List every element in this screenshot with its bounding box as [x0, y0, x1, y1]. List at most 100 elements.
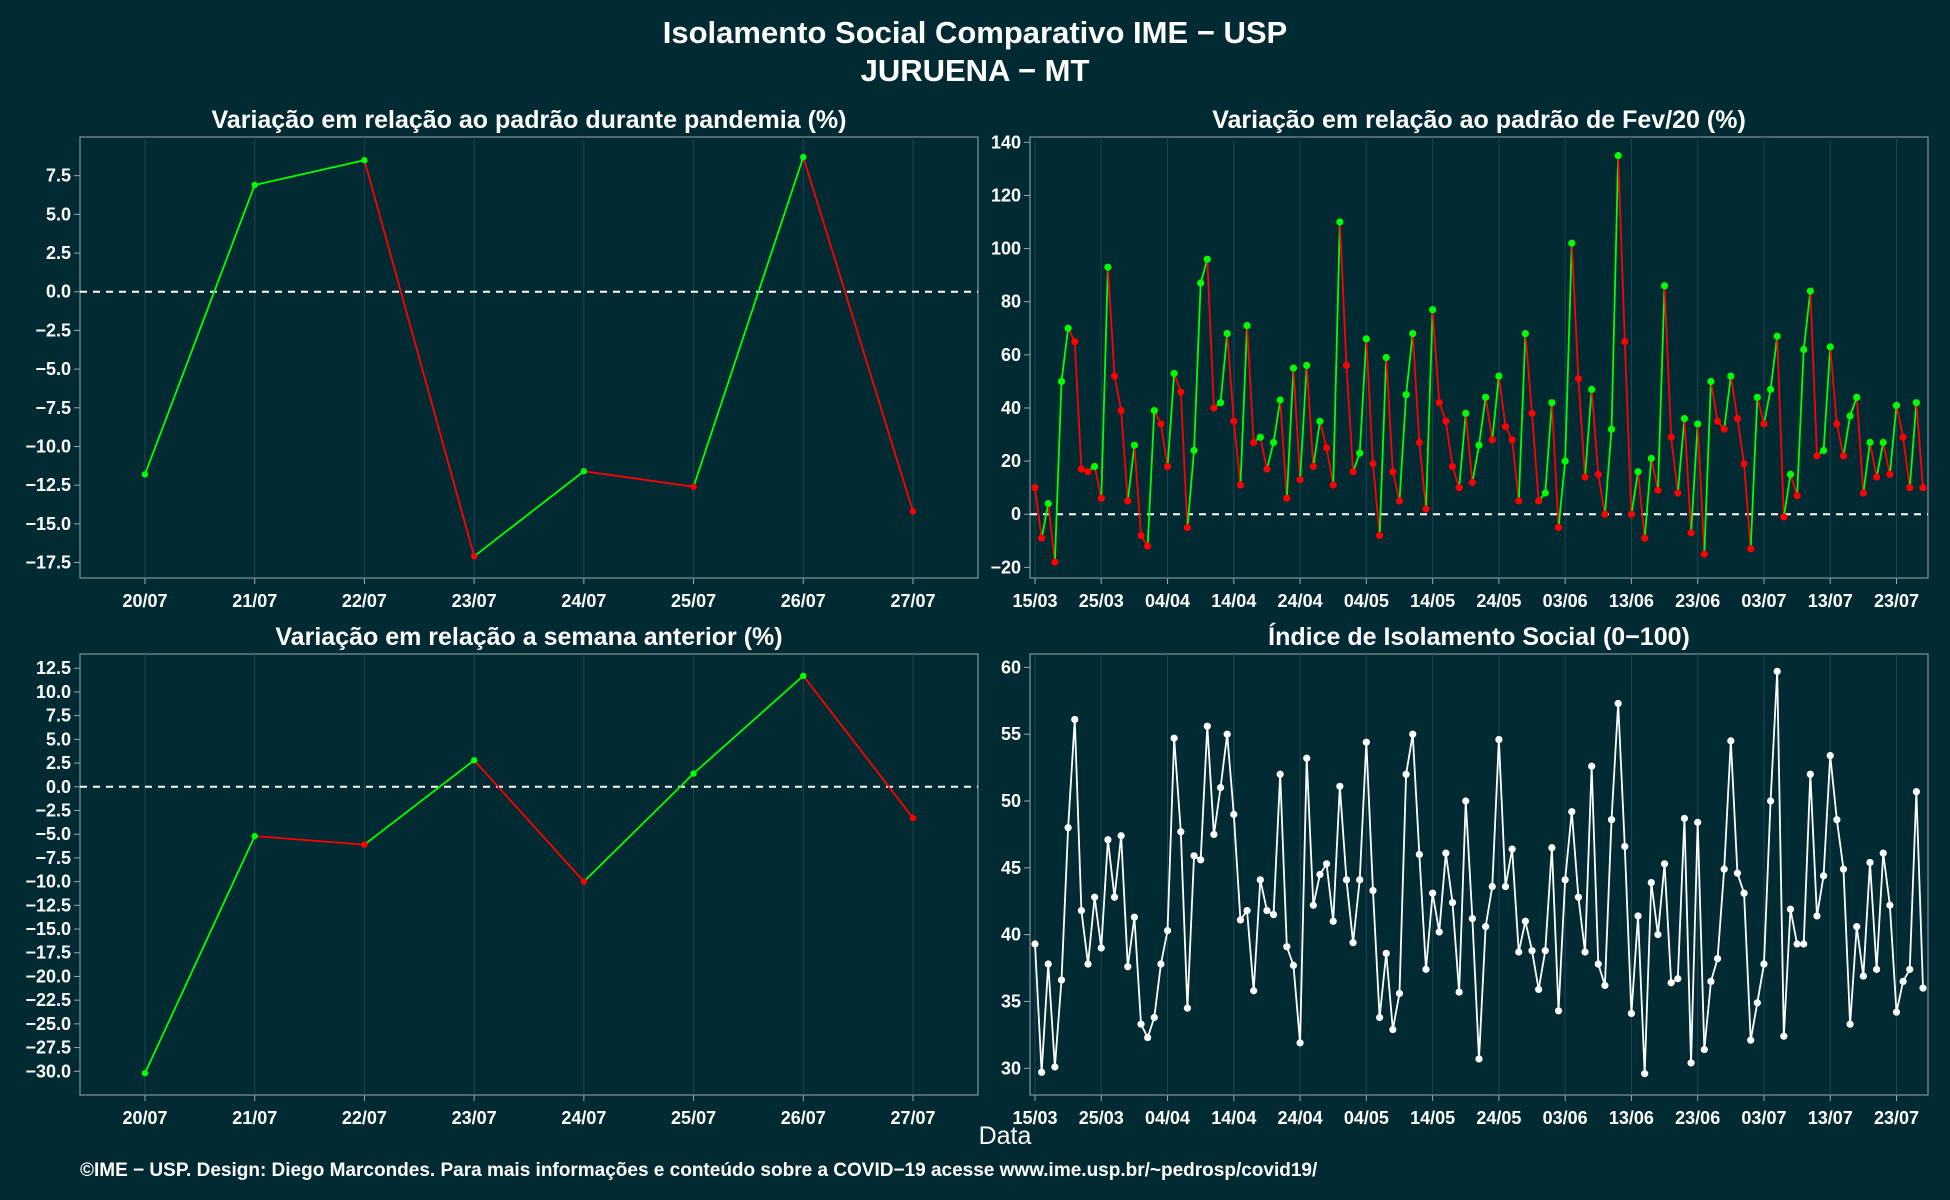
series-segment [1047, 503, 1056, 563]
series-segment [1683, 418, 1692, 533]
x-tick-label: 23/06 [1675, 1108, 1720, 1128]
data-point [1873, 965, 1881, 973]
data-point [1535, 497, 1543, 505]
y-tick-label: −25.0 [25, 1014, 71, 1034]
data-point [1594, 960, 1602, 968]
series-segment [1802, 774, 1812, 945]
data-point [1104, 836, 1112, 844]
series-segment [1040, 963, 1050, 1073]
data-point [1627, 510, 1636, 518]
series-segment [1537, 950, 1547, 990]
data-point [1422, 965, 1430, 973]
series-segment [1504, 848, 1514, 887]
series-segment [1113, 375, 1123, 411]
series-segment [1908, 791, 1918, 970]
data-point [690, 770, 697, 777]
data-point [1038, 534, 1046, 542]
series-segment [1782, 474, 1792, 518]
data-point [470, 553, 478, 560]
data-point [1773, 667, 1781, 675]
data-point [1826, 751, 1834, 760]
data-point [1554, 1007, 1563, 1015]
data-point [1614, 699, 1622, 708]
data-point [1482, 393, 1490, 401]
data-point [1899, 977, 1907, 986]
series-segment [1206, 726, 1215, 835]
data-point [1647, 878, 1655, 887]
series-segment [1849, 926, 1858, 1025]
series-segment [1179, 831, 1189, 1009]
x-tick-label: 14/04 [1211, 1108, 1256, 1128]
figure-title: Isolamento Social Comparativo IME − USP [663, 15, 1287, 50]
series-segment [1511, 439, 1520, 502]
data-point [1641, 1070, 1649, 1078]
x-tick-label: 03/06 [1543, 1108, 1588, 1128]
x-tick-label: 14/05 [1410, 591, 1455, 611]
series-segment [1875, 442, 1885, 478]
series-segment [1882, 853, 1891, 906]
data-point [1309, 901, 1317, 909]
y-tick-label: 140 [991, 132, 1021, 152]
data-point [1455, 484, 1463, 492]
series-segment [473, 470, 585, 558]
series-segment [1279, 774, 1288, 947]
series-segment [1729, 740, 1739, 874]
series-segment [1345, 365, 1354, 472]
data-point [1727, 372, 1735, 380]
data-point [1283, 943, 1291, 951]
series-segment [363, 159, 476, 557]
series-segment [1550, 847, 1560, 1011]
series-segment [1544, 847, 1553, 951]
series-segment [1829, 755, 1838, 820]
data-point [1316, 417, 1324, 425]
series-segment [1524, 921, 1533, 951]
series-segment [1232, 814, 1242, 920]
data-point [1753, 393, 1761, 401]
x-tick-label: 25/07 [671, 1108, 716, 1128]
series-segment [1570, 243, 1580, 379]
x-tick-label: 04/05 [1344, 591, 1389, 611]
data-point [1077, 906, 1085, 915]
series-segment [1411, 734, 1421, 855]
series-segment [1325, 863, 1335, 922]
y-tick-label: 80 [1001, 292, 1021, 312]
x-tick-label: 27/07 [890, 1108, 935, 1128]
y-tick-label: −20 [990, 557, 1021, 577]
figure-subtitle: JURUENA − MT [861, 53, 1090, 88]
series-segment [1338, 221, 1348, 366]
data-point [1395, 989, 1404, 998]
data-point [1276, 396, 1284, 404]
y-tick-label: 30 [1001, 1058, 1021, 1078]
data-point [1077, 465, 1085, 473]
y-tick-label: 5.0 [46, 729, 71, 749]
panel-4: Índice de Isolamento Social (0−100) 60 55 5… [1001, 622, 1929, 1128]
series-segment [1835, 423, 1845, 456]
x-axis-label: Data [979, 1122, 1032, 1150]
data-point [1236, 916, 1245, 924]
series-segment [1683, 818, 1692, 1063]
series-segment [1451, 902, 1461, 993]
series-segment [1060, 827, 1070, 981]
series-segment [1657, 863, 1666, 935]
series-segment [1444, 852, 1454, 903]
series-segment [1047, 963, 1056, 1067]
series-segment [1888, 905, 1898, 1013]
series-segment [1703, 381, 1712, 555]
data-point [1190, 852, 1198, 860]
series-segment [1749, 1002, 1759, 1041]
series-segment [1093, 897, 1103, 949]
series-segment [1206, 259, 1215, 409]
x-tick-label: 26/07 [781, 1108, 826, 1128]
data-point [361, 841, 368, 848]
series-segment [1080, 910, 1089, 965]
series-segment [1888, 405, 1898, 475]
data-point [1349, 468, 1357, 476]
data-point [1733, 415, 1742, 423]
panel-background [1029, 136, 1929, 579]
x-tick-label: 24/07 [561, 591, 606, 611]
data-point [1488, 882, 1496, 891]
series-segment [1723, 740, 1732, 870]
data-point [1144, 1033, 1152, 1042]
series-segment [1107, 839, 1116, 898]
series-segment [1120, 410, 1129, 502]
